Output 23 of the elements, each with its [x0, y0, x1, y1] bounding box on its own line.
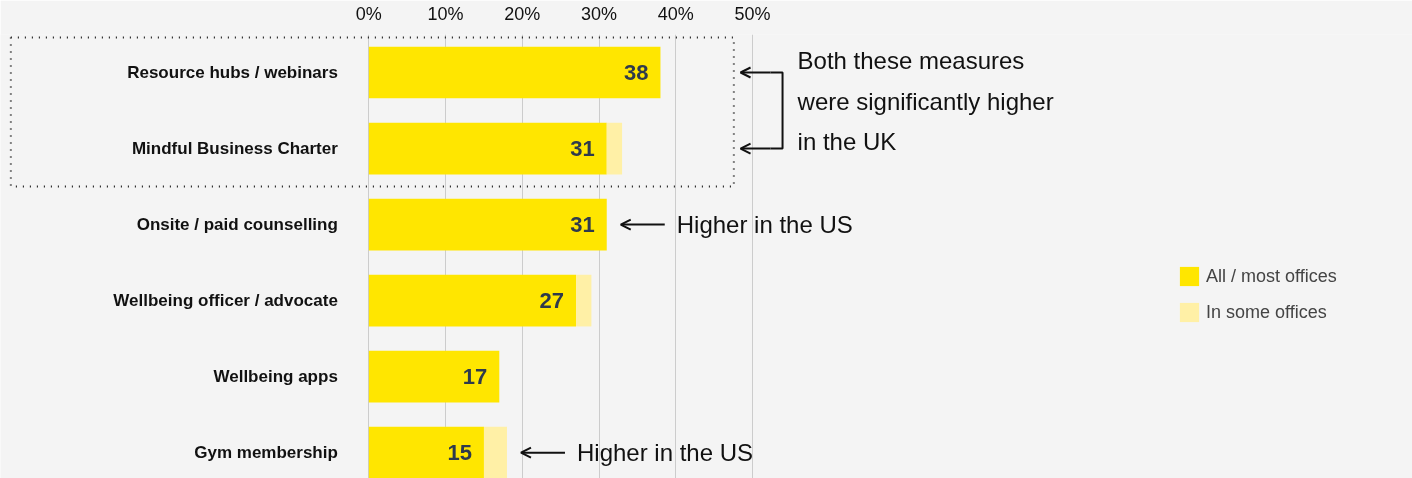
y-tick-label: Mindful Business Charter: [131, 139, 339, 159]
annotation: Higher in the US: [676, 211, 853, 239]
data-label: 38: [623, 60, 649, 86]
data-label: 27: [539, 288, 565, 314]
data-label: 31: [570, 212, 595, 238]
x-tick-label: 30%: [581, 3, 618, 24]
data-label: 17: [462, 364, 488, 390]
x-tick-label: 50%: [734, 3, 771, 24]
y-tick-label: Wellbeing officer / advocate: [113, 291, 338, 311]
legend-label: All / most offices: [1206, 265, 1337, 287]
data-label: 15: [447, 440, 472, 466]
x-tick-label: 40%: [657, 3, 694, 24]
x-tick-label: 20%: [504, 3, 541, 24]
y-tick-label: Onsite / paid counselling: [136, 215, 338, 235]
annotation: Both these measures were significantly higher in the UK: [796, 47, 1054, 156]
legend-label: In some offices: [1206, 301, 1327, 323]
y-tick-label: Gym membership: [194, 443, 338, 463]
data-label: 31: [570, 136, 595, 162]
y-tick-label: Wellbeing apps: [213, 367, 338, 387]
annotation: Higher in the US: [576, 439, 754, 467]
x-tick-label: 10%: [427, 3, 464, 24]
x-tick-label: 0%: [355, 3, 382, 24]
y-tick-label: Resource hubs / webinars: [127, 63, 338, 83]
